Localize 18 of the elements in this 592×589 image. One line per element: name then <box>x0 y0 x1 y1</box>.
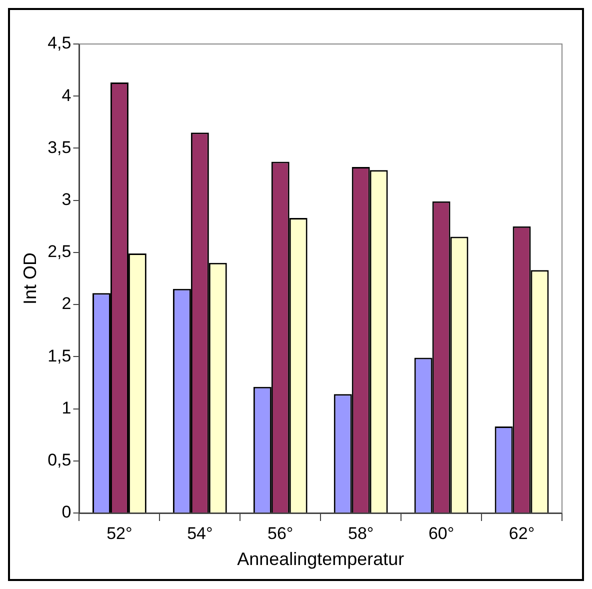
x-axis-title: Annealingtemperatur <box>237 549 404 570</box>
y-tick-label: 2,5 <box>48 242 72 262</box>
y-tick-label: 0 <box>62 502 72 522</box>
y-tick-label: 2 <box>62 294 72 314</box>
x-tick-label: 58° <box>348 524 374 543</box>
x-tick-label: 54° <box>187 524 213 543</box>
y-tick-label: 1 <box>62 398 72 418</box>
x-tick-label: 52° <box>106 524 132 543</box>
y-tick-label: 1,5 <box>48 346 72 366</box>
y-tick-label: 3 <box>62 190 72 210</box>
x-tick-label: 62° <box>508 524 535 543</box>
y-tick-label: 4,5 <box>48 34 72 53</box>
y-tick-label: 0,5 <box>48 450 72 470</box>
x-tick-label: 56° <box>268 524 294 543</box>
x-tick-label: 60° <box>428 524 454 543</box>
y-axis-title: Int OD <box>20 252 40 305</box>
y-tick-label: 3,5 <box>48 138 72 157</box>
y-tick-label: 4 <box>62 86 72 105</box>
